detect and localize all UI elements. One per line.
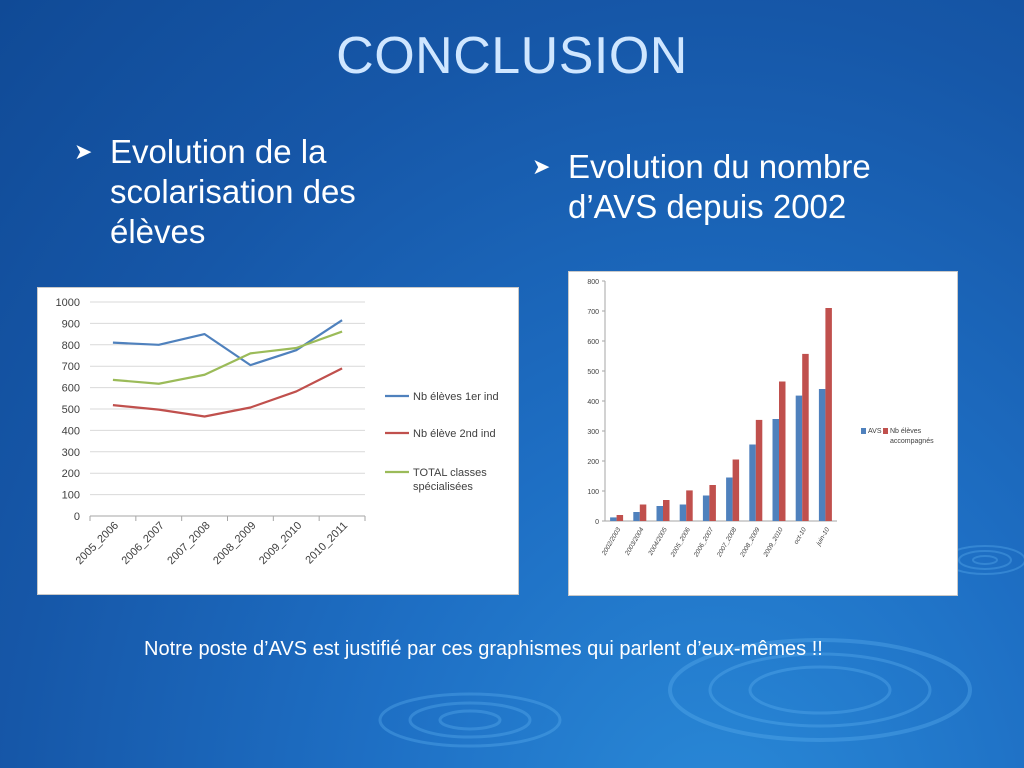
arrow-bullet-icon: ➤ [74,139,93,164]
bar-2 [709,485,716,521]
x-tick-label: 2007_2008 [715,526,738,559]
y-tick-label: 100 [587,489,599,496]
y-tick-label: 800 [587,279,599,286]
bar-1 [795,395,803,521]
bar-2 [686,490,693,521]
bar-chart: 0 100 200 300 400 500 600 700 800 2002/2003 2003/2… [587,279,934,559]
legend-label: TOTAL classes spécialisées [413,467,487,493]
y-tick-label: 200 [62,468,80,480]
x-tick-label: 2007_2008 [165,520,212,567]
bar-1 [749,444,756,521]
y-tick-label: 600 [587,339,599,346]
bar-2 [802,353,809,521]
y-tick-label: 400 [62,425,80,437]
bar-2 [663,500,670,521]
bullet-right: ➤ Evolution du nombre d’AVS depuis 2002 [532,147,962,227]
x-tick-label: 2008_2009 [211,520,258,567]
x-tick-label: 2006_2007 [692,526,715,559]
y-tick-label: 300 [587,429,599,436]
y-tick-label: 1000 [56,297,80,309]
bar-2 [825,308,832,521]
bar-1 [818,389,826,521]
y-tick-label: 200 [587,459,599,466]
x-tick-label: 2003/2004 [624,526,646,557]
y-tick-label: 500 [62,404,80,416]
legend-label: Nb élèves 1er ind [413,391,499,403]
y-tick-label: 500 [587,369,599,376]
conclusion-note: Notre poste d’AVS est justifié par ces g… [144,638,823,660]
series-line-3 [112,330,343,385]
x-tick-label: 2002/2003 [600,526,622,557]
y-tick-label: 800 [62,340,80,352]
bar-1 [633,512,640,521]
x-tick-label: 2009_2010 [257,520,304,567]
x-tick-label: 2004/2005 [647,526,669,557]
bullet-left-text: Evolution de la scolarisation des élèves [110,133,356,250]
bar-2 [755,419,763,521]
line-chart: 0 100 200 300 400 500 600 700 800 900 1000 2005_200… [56,297,499,567]
legend-label: AVS [868,428,882,435]
series-line-1 [112,319,343,367]
bar-1 [656,506,663,521]
bar-2 [779,381,786,521]
x-tick-label: juin-10 [815,526,832,548]
y-tick-label: 100 [62,490,80,502]
bar-2 [732,459,740,521]
bar-1 [702,495,710,521]
y-tick-label: 300 [62,447,80,459]
legend-swatch [861,428,866,434]
series-line-2 [112,367,343,418]
y-tick-label: 600 [62,383,80,395]
bar-2 [639,504,647,521]
legend-swatch [883,428,888,434]
y-tick-label: 700 [62,361,80,373]
legend-label: Nb élève 2nd ind [413,428,496,440]
y-tick-label: 400 [587,399,599,406]
x-tick-label: 2009_2010 [762,526,785,559]
y-tick-label: 0 [595,519,599,526]
bar-1 [772,419,779,521]
x-tick-label: 2006_2007 [119,520,166,567]
bar-2 [616,515,624,521]
bar-chart-panel: 0 100 200 300 400 500 600 700 800 2002/2003 2003/2… [568,271,958,596]
y-tick-label: 0 [74,511,80,523]
arrow-bullet-icon: ➤ [532,154,551,179]
x-tick-label: oct-10 [793,526,808,545]
line-chart-panel: 0 100 200 300 400 500 600 700 800 900 1000 2005_200… [37,287,519,595]
bar-1 [679,504,687,521]
bar-1 [610,517,617,521]
x-tick-label: 2010_2011 [303,520,350,567]
x-tick-label: 2008_2009 [739,526,762,559]
slide-title: CONCLUSION [336,27,688,85]
bullet-right-text: Evolution du nombre d’AVS depuis 2002 [568,148,871,225]
legend-label: Nb élèves accompagnés [890,428,934,445]
bullet-left: ➤ Evolution de la scolarisation des élèv… [74,132,454,252]
bar-1 [726,477,733,521]
x-tick-label: 2005_2006 [669,526,692,559]
y-tick-label: 900 [62,318,80,330]
x-tick-label: 2005_2006 [74,520,121,567]
y-tick-label: 700 [587,309,599,316]
